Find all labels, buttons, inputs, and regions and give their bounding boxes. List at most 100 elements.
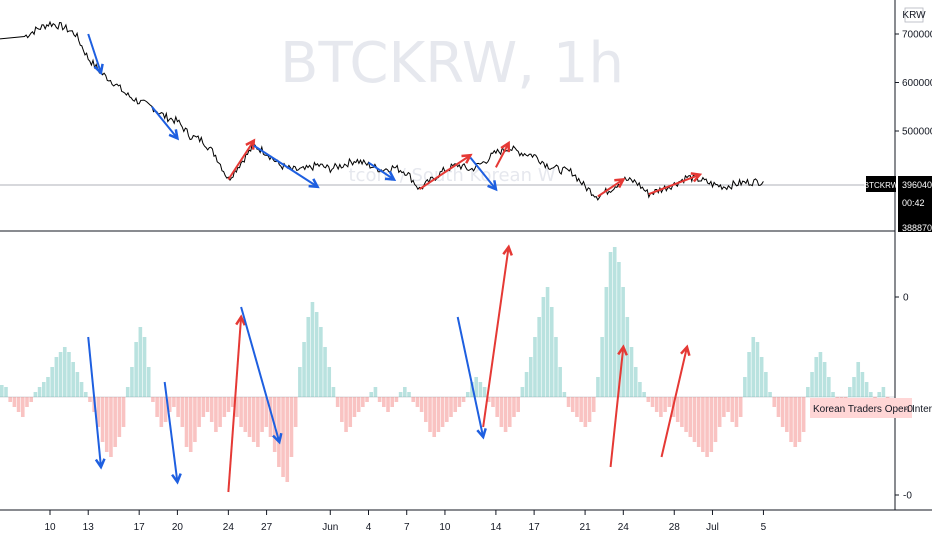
histogram-bar — [323, 347, 327, 397]
histogram-bar — [125, 387, 130, 397]
histogram-bar — [403, 387, 407, 397]
histogram-bar — [201, 397, 206, 417]
histogram-bar — [247, 397, 252, 437]
histogram-bar — [180, 397, 185, 427]
histogram-bar — [730, 397, 735, 422]
histogram-bar — [537, 317, 541, 397]
price-scale[interactable]: KRW 70000000 60000000 50000000 BTCKRW 3960… — [810, 0, 932, 510]
indicator-tick-label: -0 — [903, 491, 912, 502]
histogram-bar — [608, 252, 613, 397]
indicator-name: Korean Traders Open Interest — [813, 404, 932, 415]
histogram-bar — [159, 397, 164, 427]
time-tick-label: 24 — [223, 522, 235, 533]
histogram-bar — [789, 397, 793, 442]
histogram-bar — [260, 397, 264, 432]
price-line — [0, 20, 764, 201]
histogram-bar — [827, 377, 831, 397]
histogram-bar — [453, 397, 457, 412]
histogram-bar — [373, 387, 378, 397]
histogram-bar — [659, 397, 663, 417]
histogram-bar — [50, 367, 54, 397]
histogram-bar — [680, 397, 684, 427]
histogram-bar — [344, 397, 348, 432]
histogram-bar — [722, 397, 726, 417]
histogram-bar — [734, 397, 739, 427]
histogram-bar — [411, 397, 416, 402]
histogram-bar — [604, 287, 609, 397]
histogram-bar — [113, 397, 117, 447]
histogram-bar — [625, 317, 630, 397]
histogram-bar — [54, 357, 59, 397]
histogram-bar — [109, 397, 113, 457]
indicator-arrow-down — [163, 381, 182, 485]
histogram-bar — [705, 397, 709, 457]
indicator-pane[interactable] — [0, 244, 895, 493]
histogram-bar — [75, 372, 80, 397]
histogram-bar — [398, 392, 403, 397]
currency-badge[interactable] — [904, 7, 924, 23]
histogram-bar — [281, 397, 285, 477]
histogram-bar — [8, 397, 12, 402]
histogram-bar — [29, 397, 33, 402]
histogram-bar — [285, 397, 290, 482]
histogram-bar — [793, 397, 798, 447]
histogram-bar — [554, 337, 558, 397]
histogram-bar — [151, 397, 155, 402]
histogram-bar — [491, 397, 495, 407]
price-arrow-up — [418, 153, 473, 191]
histogram-bar — [507, 397, 512, 427]
histogram-bar — [209, 397, 214, 422]
histogram-bar — [432, 397, 437, 437]
histogram-bar — [243, 397, 248, 432]
histogram-bar — [289, 397, 294, 457]
histogram-bar — [474, 377, 478, 397]
histogram-bar — [738, 397, 743, 417]
histogram-bar — [860, 372, 865, 397]
time-tick-label: 7 — [404, 522, 410, 533]
histogram-bar — [461, 397, 466, 402]
histogram-bar — [646, 397, 651, 402]
histogram-bar — [881, 387, 886, 397]
histogram-bar — [188, 397, 193, 452]
time-tick-label: 4 — [366, 522, 372, 533]
time-tick-label: 27 — [261, 522, 273, 533]
histogram-bar — [176, 397, 180, 417]
histogram-bar — [130, 367, 134, 397]
histogram-bar — [424, 397, 428, 422]
histogram-bar — [197, 397, 201, 427]
price-axis-ticks: 70000000 60000000 50000000 — [895, 30, 932, 138]
price-pane[interactable]: BTCKRW, 1h tcom / South Korean W — [0, 20, 868, 201]
histogram-bar — [71, 362, 75, 397]
histogram-bar — [138, 327, 143, 397]
indicator-arrow-annotations — [87, 244, 691, 493]
indicator-arrow-up — [660, 344, 691, 458]
histogram-bar — [415, 397, 420, 407]
time-tick-label: 28 — [669, 522, 681, 533]
histogram-bar — [41, 382, 46, 397]
histogram-bar — [96, 397, 101, 427]
histogram-bar — [146, 367, 151, 397]
histogram-bar — [218, 397, 222, 427]
price-arrow-down — [253, 144, 320, 189]
histogram-bar — [768, 392, 772, 397]
histogram-bar — [46, 377, 50, 397]
histogram-bar — [562, 392, 567, 397]
price-arrow-down — [87, 33, 104, 76]
histogram-bar — [520, 387, 525, 397]
price-arrow-up — [227, 138, 256, 181]
price-tick-label: 50000000 — [902, 127, 932, 138]
price-arrow-annotations — [87, 33, 703, 198]
time-tick-label: Jun — [322, 522, 338, 533]
time-scale[interactable]: 10 13 17 20 24 27 Jun 4 7 10 14 17 21 24 28 Jul 5 — [0, 509, 932, 533]
time-tick-label: 17 — [134, 522, 146, 533]
histogram-bar — [486, 397, 491, 402]
indicator-arrow-down — [240, 306, 283, 445]
time-tick-label: 14 — [490, 522, 502, 533]
histogram-bar — [503, 397, 508, 432]
histogram-bar — [251, 397, 256, 442]
histogram-bar — [407, 392, 411, 397]
histogram-bar — [33, 392, 38, 397]
histogram-bar — [104, 397, 109, 452]
